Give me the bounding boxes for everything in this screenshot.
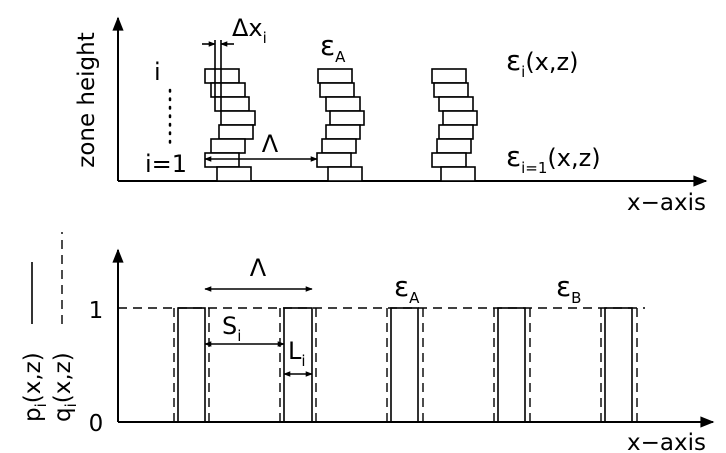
- bottom-panel: 1 0 x−axis pi(x,z) qi(x,z) Λ Si Li εA εB: [20, 232, 715, 453]
- brick-stack-1: [204, 68, 256, 182]
- top-period-label: Λ: [262, 130, 279, 158]
- l-label: Li: [288, 337, 306, 370]
- zone-index-top: i: [154, 58, 161, 86]
- bottom-eps-b-label: εB: [556, 270, 581, 307]
- delta-x-marker: [202, 40, 234, 111]
- y-label-q: qi(x,z): [50, 232, 80, 422]
- top-eps-a-label: εA: [320, 29, 346, 66]
- bottom-x-axis-label: x−axis: [627, 430, 706, 453]
- brick-stack-3: [431, 68, 478, 182]
- top-y-axis-label: zone height: [74, 32, 100, 168]
- tick-zero: 0: [89, 411, 104, 437]
- svg-text:pi(x,z): pi(x,z): [20, 352, 50, 422]
- eps-i1-label: εi=1(x,z): [506, 140, 601, 177]
- top-panel: zone height x−axis i i=1: [74, 14, 708, 216]
- s-label: Si: [222, 312, 241, 345]
- top-x-axis-label: x−axis: [627, 190, 706, 216]
- tick-one: 1: [89, 298, 104, 324]
- bottom-eps-a-label: εA: [394, 270, 420, 307]
- y-label-p: pi(x,z): [20, 262, 50, 422]
- q-function-dashed-pulses: [173, 308, 638, 422]
- brick-stack-2: [316, 68, 365, 182]
- zone-index-bottom: i=1: [145, 150, 187, 178]
- eps-i-label: εi(x,z): [506, 44, 578, 81]
- delta-x-label: Δxi: [232, 14, 267, 47]
- bottom-period-label: Λ: [250, 254, 267, 282]
- svg-text:qi(x,z): qi(x,z): [50, 352, 80, 422]
- p-function-pulses: [177, 307, 633, 423]
